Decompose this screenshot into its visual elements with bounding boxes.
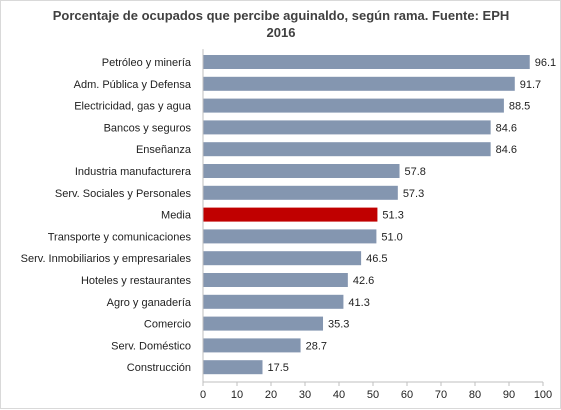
- category-label: Comercio: [144, 319, 191, 331]
- x-tick-label: 0: [200, 389, 206, 401]
- x-tick-label: 30: [299, 389, 311, 401]
- x-tick-label: 40: [333, 389, 345, 401]
- bar: [203, 360, 263, 375]
- category-label: Enseñanza: [136, 144, 192, 156]
- category-label: Adm. Pública y Defensa: [74, 79, 192, 91]
- x-tick-label: 60: [401, 389, 413, 401]
- bar: [203, 294, 344, 309]
- category-label: Petróleo y minería: [102, 57, 192, 69]
- data-label: 57.8: [405, 166, 426, 178]
- bar-highlight: [203, 207, 378, 222]
- category-label: Serv. Inmobiliarios y empresariales: [21, 253, 192, 265]
- data-label: 42.6: [353, 275, 374, 287]
- bar: [203, 273, 348, 287]
- category-label: Transporte y comunicaciones: [48, 231, 192, 243]
- category-label: Industria manufacturera: [75, 166, 192, 178]
- chart-title: Porcentaje de ocupados que percibe aguin…: [52, 8, 510, 40]
- bar: [203, 229, 377, 244]
- data-label: 51.3: [382, 210, 403, 222]
- category-label: Media: [161, 210, 192, 222]
- data-label: 96.1: [535, 57, 556, 69]
- data-label: 91.7: [520, 79, 541, 91]
- data-label: 41.3: [348, 297, 369, 309]
- data-label: 51.0: [381, 231, 402, 243]
- data-label: 57.3: [403, 188, 424, 200]
- bar: [203, 251, 362, 266]
- data-label: 88.5: [509, 101, 530, 113]
- x-tick-label: 100: [534, 389, 552, 401]
- x-tick-label: 50: [367, 389, 379, 401]
- data-label: 84.6: [496, 144, 517, 156]
- category-label: Bancos y seguros: [104, 122, 192, 134]
- category-label: Electricidad, gas y agua: [74, 101, 192, 113]
- bar: [203, 185, 398, 200]
- data-label: 28.7: [306, 340, 327, 352]
- data-label: 46.5: [366, 253, 387, 265]
- bar: [203, 76, 515, 91]
- bar: [203, 55, 530, 69]
- x-tick-label: 90: [503, 389, 515, 401]
- x-tick-label: 20: [265, 389, 277, 401]
- x-tick-label: 80: [469, 389, 481, 401]
- bar: [203, 164, 400, 178]
- bar: [203, 142, 491, 157]
- bar: [203, 98, 504, 113]
- category-label: Agro y ganadería: [107, 297, 192, 309]
- category-label: Hoteles y restaurantes: [81, 275, 192, 287]
- data-label: 35.3: [328, 319, 349, 331]
- bar: [203, 316, 324, 331]
- data-label: 84.6: [496, 122, 517, 134]
- category-label: Serv. Sociales y Personales: [55, 188, 192, 200]
- bar: [203, 338, 301, 353]
- x-tick-label: 70: [435, 389, 447, 401]
- category-label: Construcción: [127, 362, 191, 374]
- bar: [203, 120, 491, 135]
- category-label: Serv. Doméstico: [111, 340, 191, 352]
- x-tick-label: 10: [231, 389, 243, 401]
- data-label: 17.5: [268, 362, 289, 374]
